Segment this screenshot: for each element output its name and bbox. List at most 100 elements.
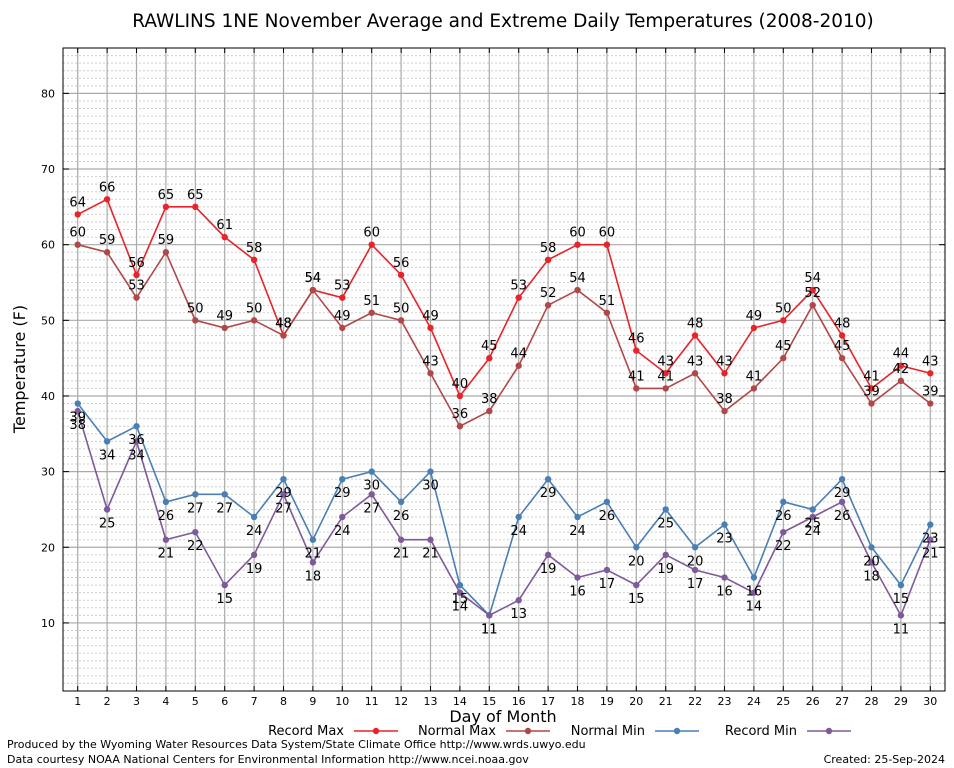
record-max-point <box>162 203 170 211</box>
record-max-value-label: 46 <box>628 332 645 347</box>
normal-min-point <box>662 506 669 513</box>
record-max-value-label: 49 <box>746 309 763 324</box>
record-min-value-label: 11 <box>893 622 910 637</box>
normal-max-point <box>103 249 111 256</box>
normal-min-value-label: 21 <box>305 547 322 562</box>
normal-min-point <box>838 475 846 483</box>
normal-max-point <box>221 324 228 332</box>
normal-max-point <box>544 302 552 309</box>
record-max-line <box>77 198 931 398</box>
normal-min-point <box>780 498 787 506</box>
footer-created: Created: 25-Sep-2024 <box>824 753 945 766</box>
record-max-point <box>780 317 787 324</box>
normal-min-value-label: 29 <box>540 486 557 501</box>
normal-max-point <box>397 317 405 324</box>
normal-max-point <box>162 249 170 256</box>
record-min-point <box>456 589 464 596</box>
record-min-value-label: 21 <box>393 547 410 562</box>
normal-max-point <box>603 309 611 316</box>
normal-max-value-label: 39 <box>922 385 939 400</box>
y-tick-label: 60 <box>41 239 55 252</box>
record-min-value-label: 27 <box>363 501 380 516</box>
normal-max-value-label: 38 <box>481 392 498 407</box>
normal-min-value-label: 29 <box>334 486 351 501</box>
y-tick-label: 20 <box>41 541 55 554</box>
record-min-value-label: 14 <box>746 600 763 615</box>
record-max-value-label: 61 <box>216 218 233 233</box>
record-max-point <box>574 241 581 248</box>
record-max-point <box>486 354 493 362</box>
record-max-point <box>515 294 522 301</box>
normal-min-point <box>750 574 758 581</box>
normal-min-value-label: 11 <box>481 622 498 637</box>
normal-max-point <box>309 286 317 294</box>
record-min-point <box>544 551 552 559</box>
normal-min-value-label: 29 <box>834 486 851 501</box>
legend-label-normal-min: Normal Min <box>571 724 645 739</box>
x-tick-label: 6 <box>221 695 228 708</box>
normal-max-value-label: 53 <box>128 279 145 294</box>
record-min-value-label: 18 <box>863 569 880 584</box>
y-tick-label: 10 <box>41 617 55 630</box>
record-max-value-label: 60 <box>363 226 380 241</box>
normal-min-point <box>192 491 199 498</box>
record-min-value-label: 19 <box>540 562 557 577</box>
record-min-value-label: 22 <box>187 539 204 554</box>
normal-min-point <box>74 400 81 407</box>
record-min-point <box>633 581 640 589</box>
record-min-value-label: 26 <box>834 509 851 524</box>
record-min-point <box>897 612 905 619</box>
footer-produced-by: Produced by the Wyoming Water Resources … <box>7 738 586 751</box>
legend-marker-record-max <box>372 727 380 735</box>
x-tick-label: 25 <box>776 695 790 708</box>
x-tick-label: 29 <box>894 695 908 708</box>
normal-min-point <box>162 498 170 506</box>
record-max-point <box>427 324 434 332</box>
record-min-value-label: 17 <box>599 577 616 592</box>
normal-min-point <box>280 475 287 483</box>
record-max-point <box>192 203 199 211</box>
normal-min-point <box>574 513 581 521</box>
normal-max-value-label: 44 <box>510 347 527 362</box>
record-max-value-label: 54 <box>305 271 322 286</box>
record-min-value-label: 19 <box>246 562 263 577</box>
record-max-value-label: 58 <box>540 241 557 256</box>
record-min-value-label: 14 <box>452 600 469 615</box>
normal-min-point <box>868 544 875 551</box>
normal-min-value-label: 27 <box>187 501 204 516</box>
record-min-point <box>868 559 875 566</box>
normal-max-point <box>750 385 758 392</box>
record-max-value-label: 65 <box>158 188 175 203</box>
record-max-point <box>368 241 375 248</box>
record-max-point <box>250 256 258 264</box>
record-max-value-label: 49 <box>422 309 439 324</box>
normal-max-value-label: 39 <box>863 385 880 400</box>
normal-min-value-label: 20 <box>628 554 645 569</box>
x-tick-label: 28 <box>865 695 879 708</box>
normal-min-line <box>77 403 932 617</box>
record-max-value-label: 64 <box>69 195 86 210</box>
record-min-value-label: 25 <box>99 516 116 531</box>
y-tick-label: 70 <box>41 163 55 176</box>
record-min-point <box>603 566 611 574</box>
record-min-point <box>103 506 111 513</box>
record-max-point <box>809 286 816 294</box>
record-max-value-label: 43 <box>716 354 733 369</box>
normal-min-point <box>133 423 140 430</box>
normal-max-value-label: 51 <box>363 294 380 309</box>
normal-min-value-label: 36 <box>128 433 145 448</box>
record-max-value-label: 60 <box>599 226 616 241</box>
normal-min-point <box>897 581 905 589</box>
record-min-point <box>162 536 170 543</box>
record-max-point <box>868 385 875 392</box>
record-min-value-label: 15 <box>216 592 233 607</box>
normal-max-value-label: 50 <box>393 301 410 316</box>
normal-min-value-label: 30 <box>363 479 380 494</box>
record-min-value-label: 21 <box>922 547 939 562</box>
record-max-value-label: 60 <box>569 226 586 241</box>
record-min-point <box>486 612 493 619</box>
normal-min-point <box>691 544 699 551</box>
record-min-line <box>76 410 932 618</box>
record-min-point <box>691 566 699 574</box>
normal-max-point <box>721 407 728 415</box>
